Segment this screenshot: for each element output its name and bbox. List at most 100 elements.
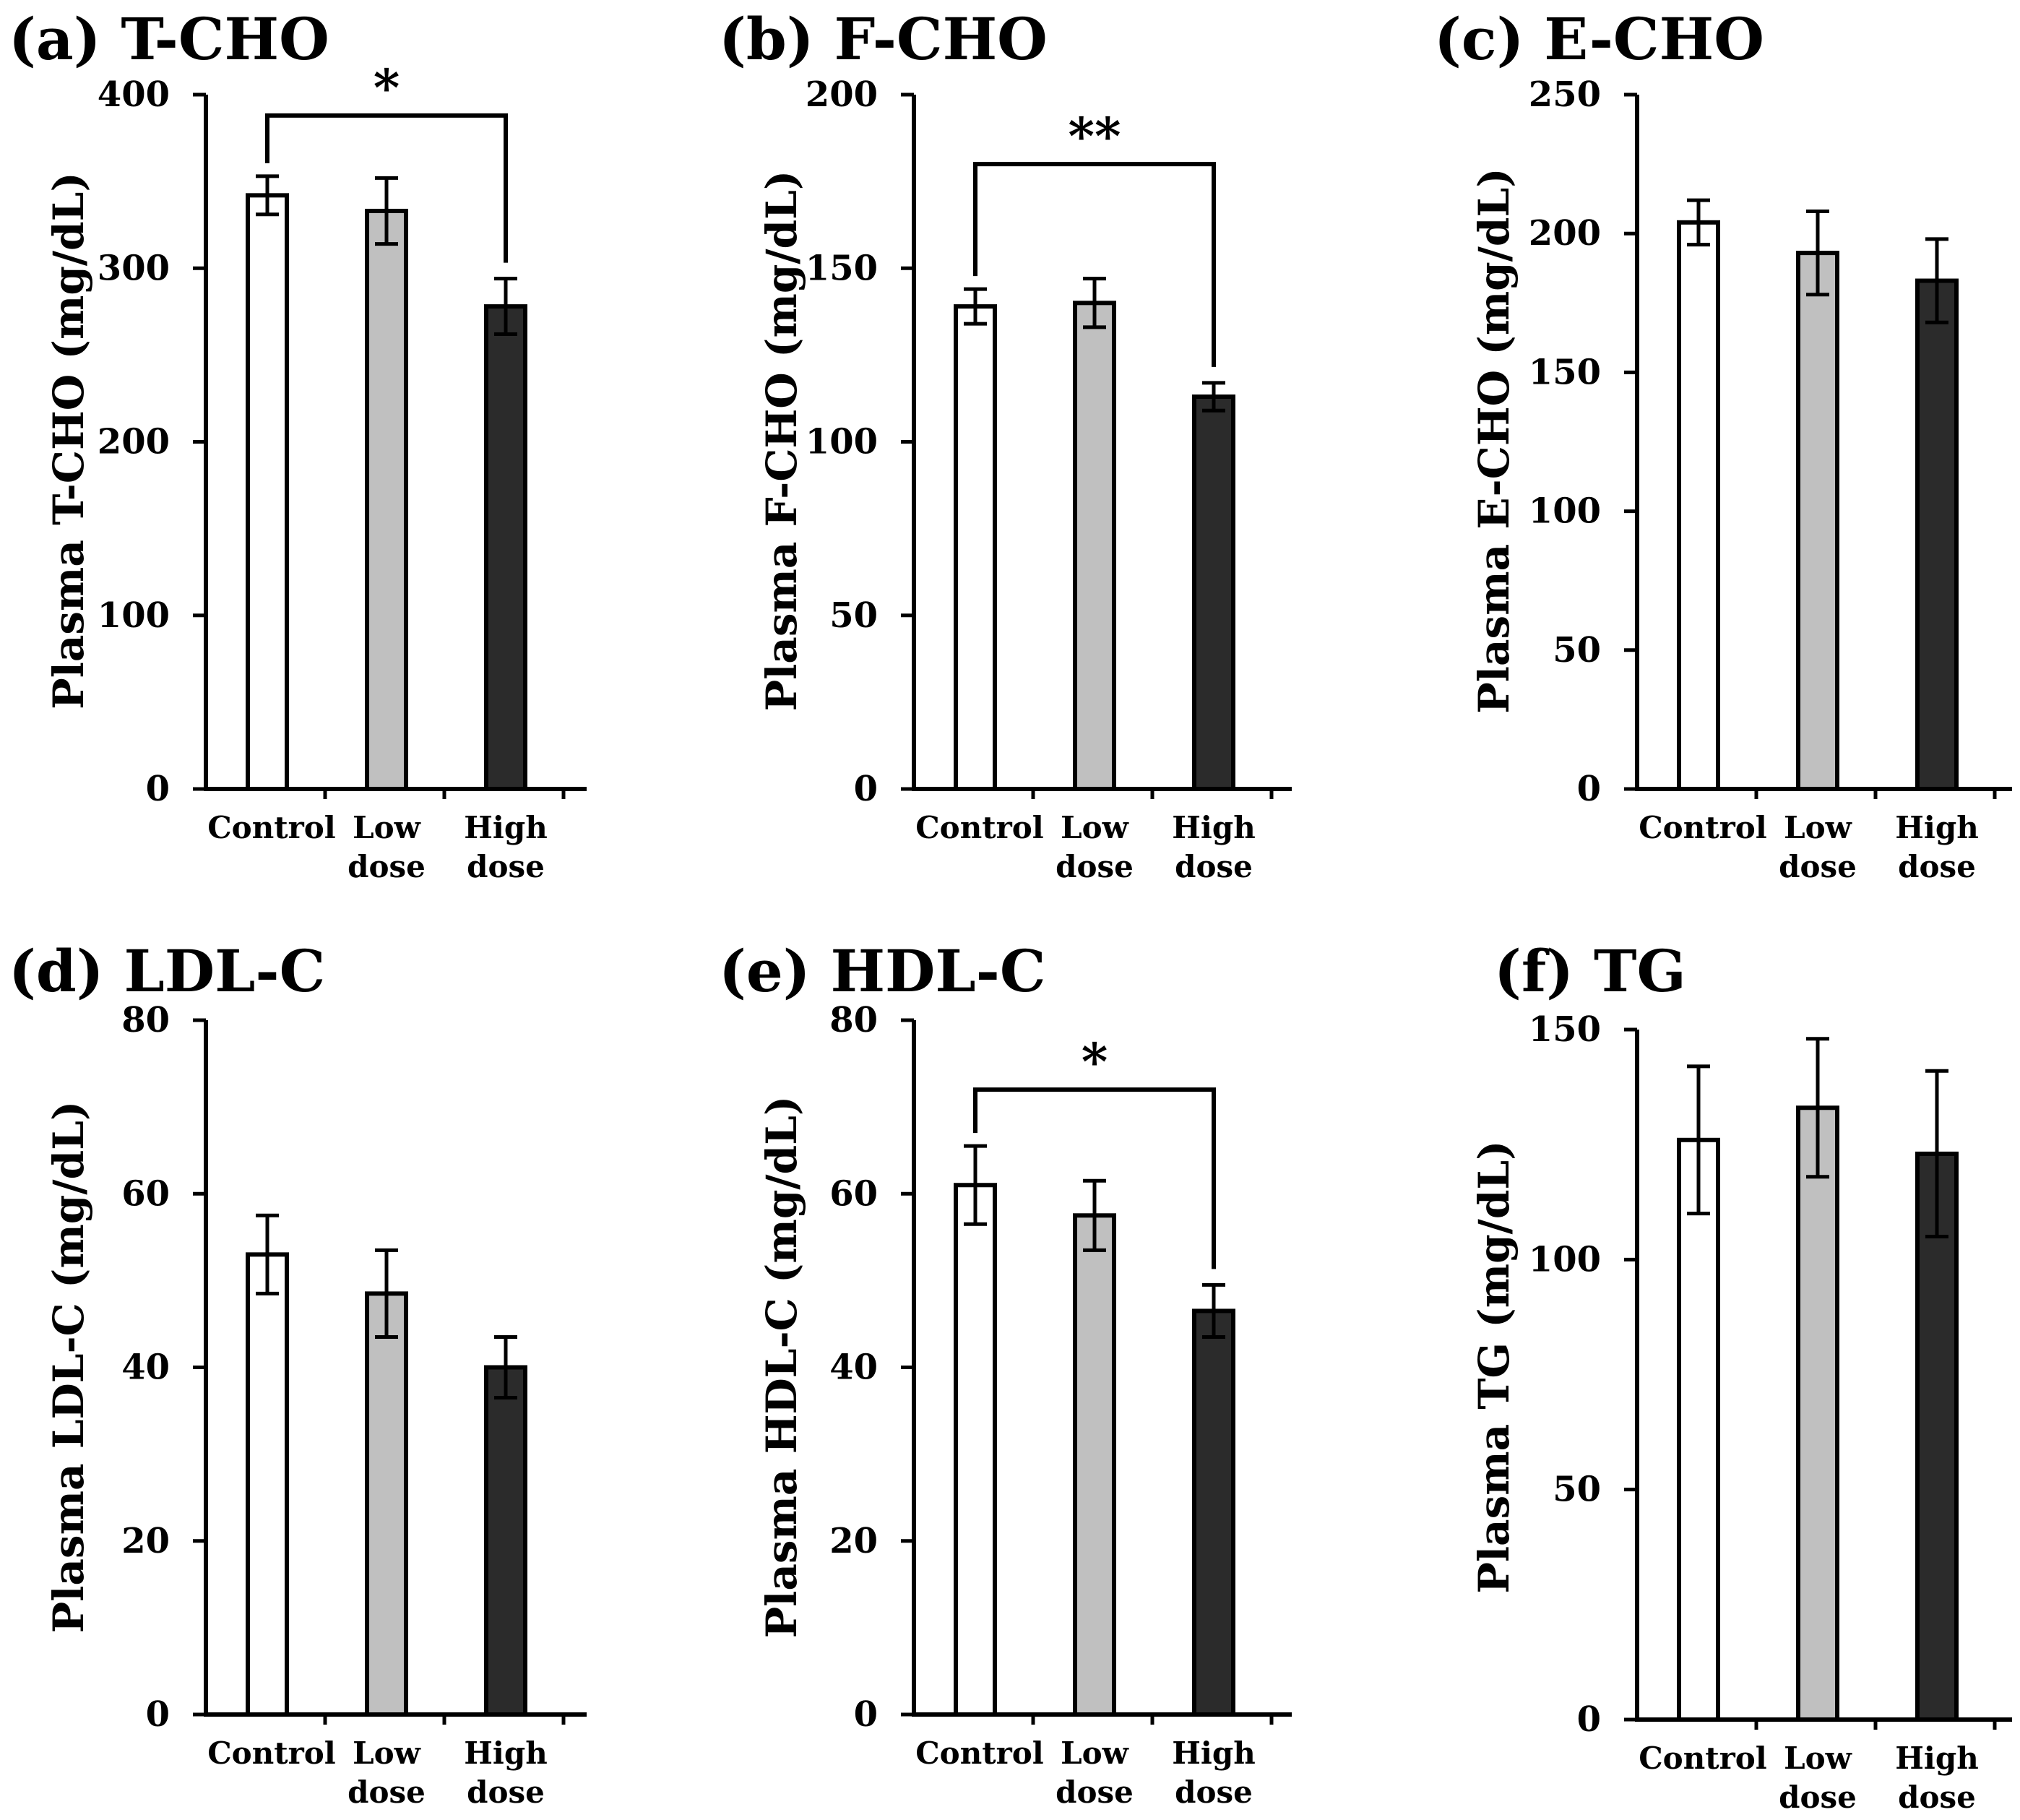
error-bar-1 <box>375 176 398 246</box>
error-bar-1 <box>1806 1037 1829 1179</box>
y-tick-label: 200 <box>1529 213 1601 254</box>
y-tick-label: 0 <box>146 1694 170 1735</box>
category-label: Low dose <box>1056 1735 1134 1810</box>
category-label: Control <box>1639 810 1766 845</box>
y-axis-label: Plasma F-CHO (mg/dL) <box>757 171 806 712</box>
bar-1 <box>1073 301 1116 791</box>
error-bar-0 <box>964 1144 987 1226</box>
bar-1 <box>1073 1213 1116 1717</box>
bar-2 <box>484 304 527 792</box>
error-bar-2 <box>494 277 517 337</box>
y-tick-label: 400 <box>98 74 170 115</box>
error-bar-2 <box>1202 1282 1225 1339</box>
category-label: Control <box>915 1735 1043 1771</box>
bar-2 <box>1915 1151 1959 1722</box>
error-bar-1 <box>375 1248 398 1339</box>
category-label: High dose <box>1172 1735 1256 1810</box>
y-tick-label: 40 <box>829 1347 878 1388</box>
y-tick-label: 150 <box>806 248 878 288</box>
error-bar-0 <box>1687 1064 1710 1216</box>
y-tick-label: 100 <box>1529 1239 1601 1280</box>
y-tick-label: 0 <box>146 769 170 809</box>
significance-bracket: * <box>265 58 508 263</box>
y-axis-label: Plasma LDL-C (mg/dL) <box>44 1101 93 1634</box>
category-label: Control <box>1639 1741 1766 1776</box>
category-label: Low dose <box>1056 810 1134 884</box>
chart-panel-2: (c) E-CHO Plasma E-CHO (mg/dL) 0 50 100 150 20… <box>1434 5 2012 884</box>
chart-title: (e) HDL-C <box>719 937 1046 1005</box>
category-label: High dose <box>1172 810 1256 884</box>
error-bar-0 <box>256 1213 279 1295</box>
category-label: Low dose <box>1779 810 1857 884</box>
y-tick-label: 80 <box>829 1000 878 1040</box>
y-tick-label: 200 <box>98 422 170 462</box>
significance-bracket: ** <box>973 106 1216 367</box>
y-tick-label: 40 <box>121 1347 170 1388</box>
error-bar-2 <box>494 1334 517 1400</box>
category-label: High dose <box>464 1735 548 1810</box>
bar-0 <box>1677 1137 1720 1722</box>
y-tick-label: 250 <box>1529 74 1601 115</box>
chart-title: (d) LDL-C <box>9 937 325 1005</box>
significance-bracket: * <box>973 1032 1216 1269</box>
y-tick-label: 150 <box>1529 1009 1601 1050</box>
category-label: Control <box>915 810 1043 845</box>
bar-0 <box>954 304 997 792</box>
error-bar-2 <box>1925 1069 1948 1238</box>
y-tick-label: 100 <box>806 422 878 462</box>
y-tick-label: 100 <box>1529 491 1601 532</box>
y-axis-label: Plasma T-CHO (mg/dL) <box>44 172 93 710</box>
bar-0 <box>1677 220 1720 792</box>
chart-title: (a) T-CHO <box>9 5 329 73</box>
y-tick-label: 0 <box>854 769 878 809</box>
bar-1 <box>1796 251 1839 792</box>
y-tick-label: 50 <box>1553 1470 1601 1510</box>
y-axis-label: Plasma E-CHO (mg/dL) <box>1469 168 1519 713</box>
y-tick-label: 0 <box>1577 769 1601 809</box>
y-tick-label: 50 <box>1553 630 1601 670</box>
bar-1 <box>1796 1105 1839 1722</box>
y-tick-label: 80 <box>121 1000 170 1040</box>
error-bar-0 <box>256 174 279 217</box>
significance-label: * <box>1082 1032 1108 1092</box>
error-bar-0 <box>1687 198 1710 247</box>
y-tick-label: 60 <box>121 1173 170 1214</box>
y-tick-label: 60 <box>829 1173 878 1214</box>
y-tick-label: 100 <box>98 595 170 636</box>
y-tick-label: 0 <box>1577 1699 1601 1740</box>
y-tick-label: 200 <box>806 74 878 115</box>
y-axis-label: Plasma TG (mg/dL) <box>1469 1140 1519 1593</box>
category-label: Control <box>207 810 335 845</box>
chart-title: (f) TG <box>1494 937 1686 1005</box>
category-label: Low dose <box>1779 1741 1857 1815</box>
bar-2 <box>1915 278 1959 792</box>
error-bar-1 <box>1083 1178 1106 1252</box>
category-label: Low dose <box>348 810 426 884</box>
y-axis-label: Plasma HDL-C (mg/dL) <box>757 1096 806 1639</box>
category-label: High dose <box>1895 1741 1979 1815</box>
y-tick-label: 20 <box>121 1521 170 1561</box>
chart-title: (b) F-CHO <box>719 5 1048 73</box>
y-tick-label: 300 <box>98 248 170 288</box>
bar-1 <box>365 208 408 791</box>
category-label: Control <box>207 1735 335 1771</box>
bar-2 <box>1192 394 1235 791</box>
bar-0 <box>246 193 289 792</box>
significance-label: ** <box>1068 106 1121 166</box>
bar-1 <box>365 1291 408 1717</box>
error-bar-1 <box>1806 209 1829 297</box>
chart-panel-1: (b) F-CHO Plasma F-CHO (mg/dL) 0 50 100 150 20… <box>719 5 1292 884</box>
bar-2 <box>1192 1308 1235 1717</box>
chart-panel-5: (f) TG Plasma TG (mg/dL) 0 50 100 150 Control L… <box>1469 937 2012 1815</box>
chart-panel-0: (a) T-CHO Plasma T-CHO (mg/dL) 0 100 200 300 4… <box>9 5 587 884</box>
error-bar-2 <box>1202 381 1225 413</box>
y-tick-label: 0 <box>854 1694 878 1735</box>
y-tick-label: 150 <box>1529 352 1601 392</box>
y-tick-label: 20 <box>829 1521 878 1561</box>
chart-panel-4: (e) HDL-C Plasma HDL-C (mg/dL) 0 20 40 60 80 Co… <box>719 937 1292 1810</box>
significance-label: * <box>374 58 400 118</box>
category-label: High dose <box>1895 810 1979 884</box>
bar-0 <box>246 1252 289 1717</box>
bar-2 <box>484 1365 527 1717</box>
